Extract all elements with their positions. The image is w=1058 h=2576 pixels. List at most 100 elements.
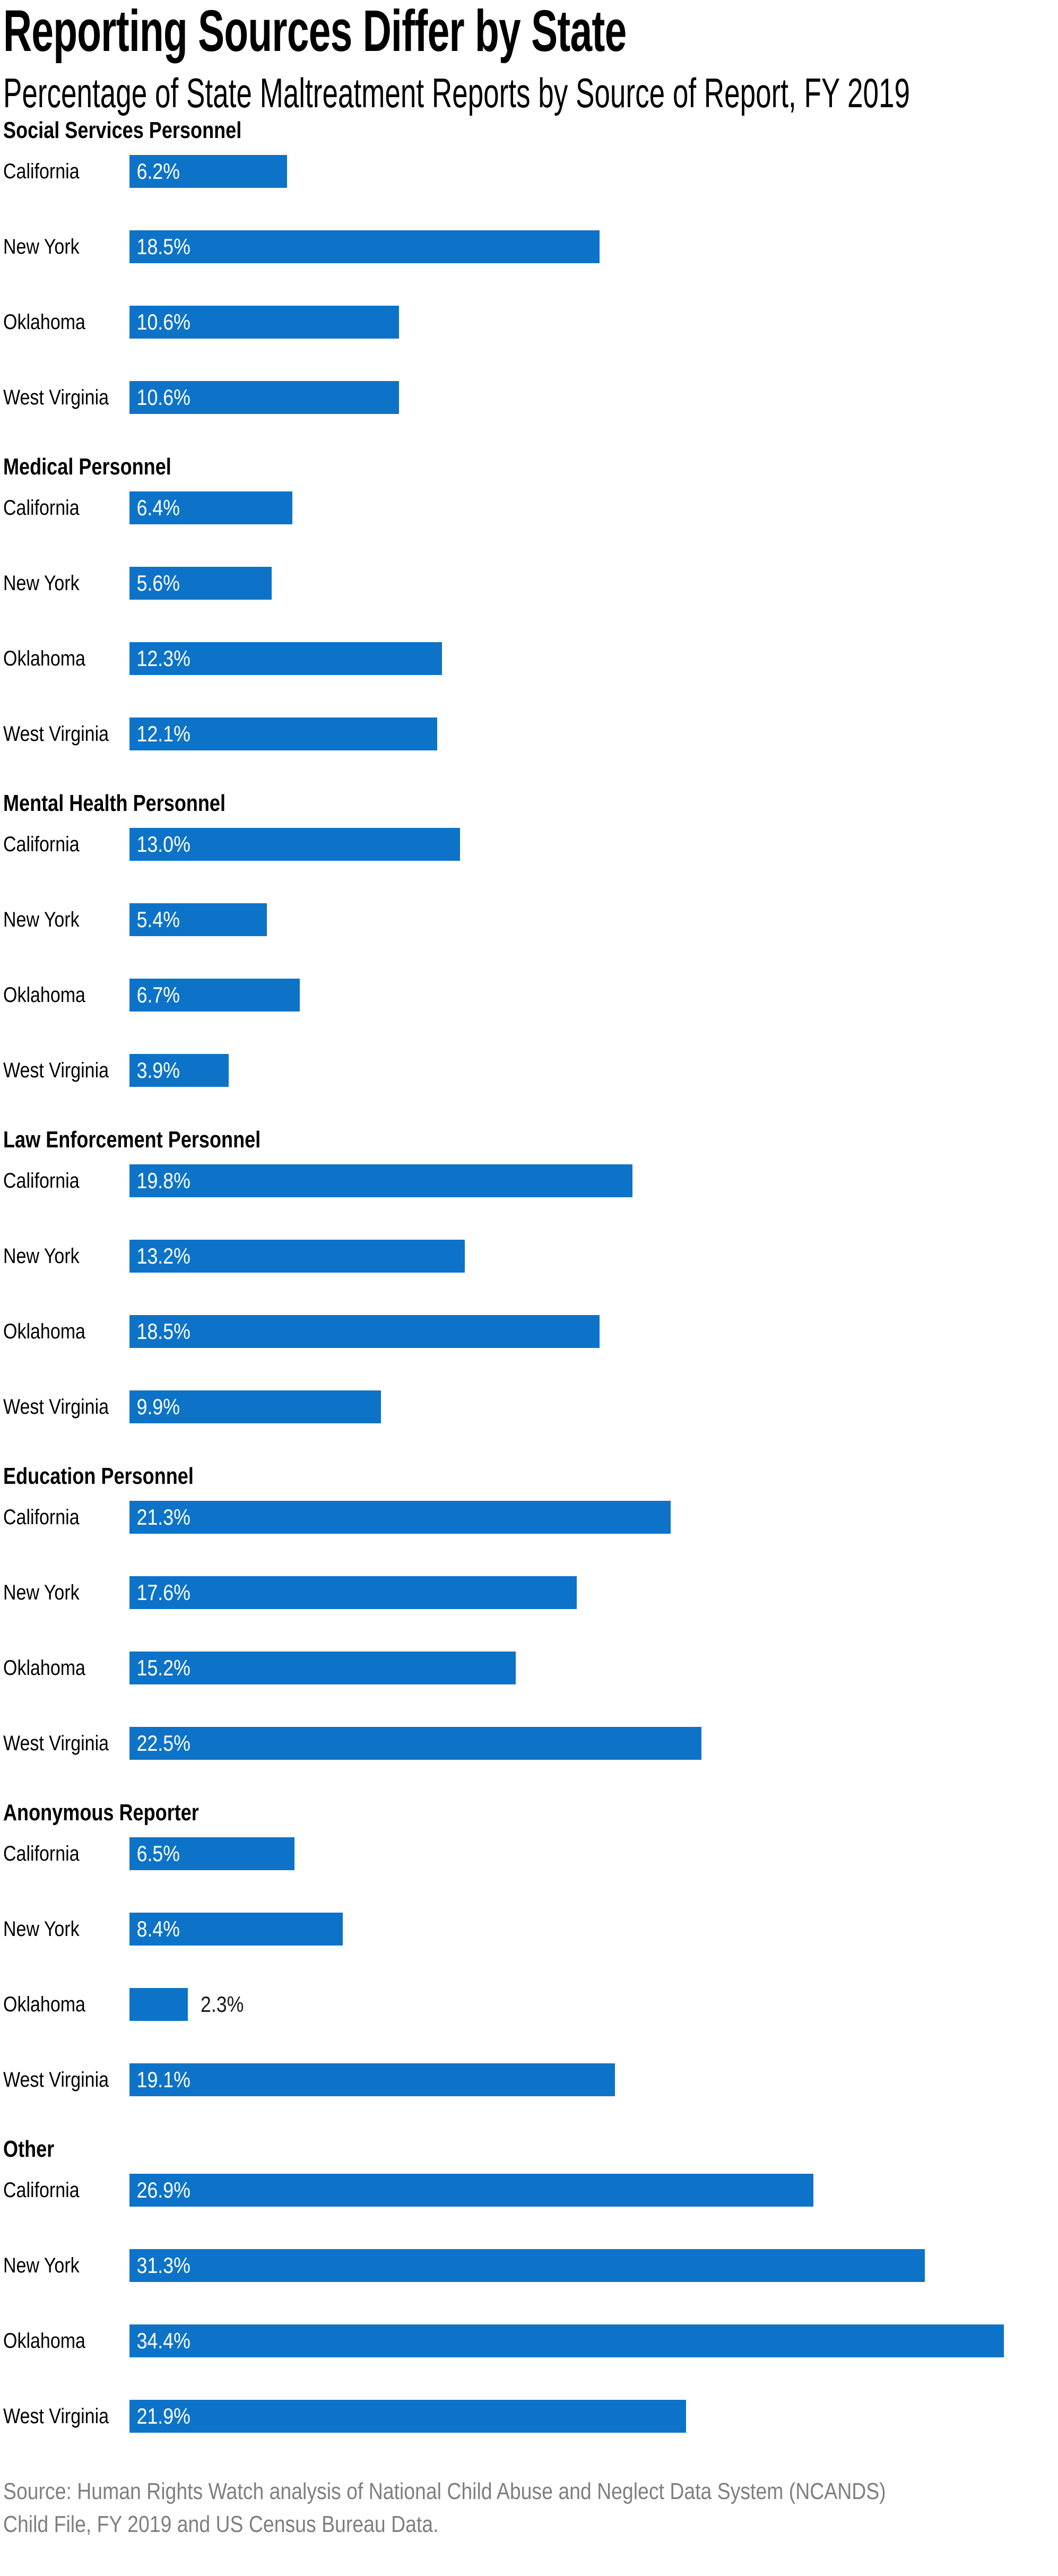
- value-label: 12.1%: [136, 721, 190, 746]
- bar-row: California 13.0%: [0, 828, 460, 861]
- bar: 10.6%: [129, 381, 399, 414]
- bar: 22.5%: [129, 1727, 701, 1760]
- state-label: Oklahoma: [0, 1315, 129, 1348]
- state-label-text: New York: [3, 1917, 80, 1941]
- bar: 3.9%: [129, 1054, 229, 1087]
- bar: 8.4%: [129, 1913, 343, 1946]
- chart-subtitle: Percentage of State Maltreatment Reports…: [3, 70, 1058, 116]
- bar-row: California 6.5%: [0, 1837, 294, 1870]
- group-header-text: Mental Health Personnel: [3, 790, 226, 816]
- value-label: 6.7%: [136, 982, 180, 1007]
- state-label-text: New York: [3, 1244, 80, 1268]
- state-label: Oklahoma: [0, 1652, 129, 1684]
- state-label: New York: [0, 567, 129, 600]
- state-label: California: [0, 2174, 129, 2207]
- chart-subtitle-text: Percentage of State Maltreatment Reports…: [3, 70, 910, 116]
- bar: 17.6%: [129, 1576, 577, 1609]
- bar: 5.4%: [129, 903, 267, 936]
- bar-row: California 26.9%: [0, 2174, 813, 2207]
- state-label: California: [0, 1501, 129, 1534]
- bar-row: Oklahoma 12.3%: [0, 642, 442, 675]
- state-label-text: Oklahoma: [3, 1320, 85, 1343]
- state-label-text: Oklahoma: [3, 2329, 85, 2353]
- group-header-text: Medical Personnel: [3, 454, 171, 480]
- state-label-text: Oklahoma: [3, 1656, 85, 1680]
- bar: 34.4%: [129, 2324, 1004, 2357]
- bar-row: California 19.8%: [0, 1164, 632, 1197]
- bar-row: California 21.3%: [0, 1501, 671, 1534]
- value-label: 8.4%: [136, 1916, 180, 1941]
- bar-row: Oklahoma 18.5%: [0, 1315, 600, 1348]
- state-label: Oklahoma: [0, 2324, 129, 2357]
- group-header: Medical Personnel: [3, 453, 208, 481]
- group-header: Mental Health Personnel: [3, 790, 274, 817]
- bar-row: New York 31.3%: [0, 2249, 925, 2282]
- bar-row: New York 8.4%: [0, 1913, 343, 1946]
- bar-row: New York 5.4%: [0, 903, 267, 936]
- state-label: New York: [0, 1240, 129, 1273]
- bar: 21.9%: [129, 2400, 686, 2433]
- state-label-text: West Virginia: [3, 2405, 109, 2428]
- value-label: 19.1%: [136, 2067, 190, 2092]
- value-label: 10.6%: [136, 385, 190, 410]
- bar-row: Oklahoma 2.3%: [0, 1988, 252, 2021]
- state-label: California: [0, 155, 129, 188]
- state-label: West Virginia: [0, 1054, 129, 1087]
- bar: 6.4%: [129, 491, 292, 524]
- state-label: West Virginia: [0, 2400, 129, 2433]
- bar-row: New York 5.6%: [0, 567, 272, 600]
- bar: 26.9%: [129, 2174, 813, 2207]
- source-line-2: Child File, FY 2019 and US Census Bureau…: [3, 2511, 439, 2537]
- state-label: Oklahoma: [0, 1988, 129, 2021]
- group-header: Law Enforcement Personnel: [3, 1126, 317, 1154]
- bar: 15.2%: [129, 1652, 516, 1684]
- state-label-text: West Virginia: [3, 1732, 109, 1755]
- state-label-text: New York: [3, 908, 80, 931]
- bar: 13.0%: [129, 828, 460, 861]
- value-label: 17.6%: [136, 1580, 190, 1605]
- state-label-text: West Virginia: [3, 1395, 109, 1419]
- bar: 19.8%: [129, 1164, 632, 1197]
- bar: 6.5%: [129, 1837, 294, 1870]
- value-label: 31.3%: [136, 2253, 190, 2278]
- value-label: 6.5%: [136, 1841, 180, 1866]
- state-label-text: Oklahoma: [3, 647, 85, 670]
- bar-row: West Virginia 22.5%: [0, 1727, 701, 1760]
- state-label-text: Oklahoma: [3, 983, 85, 1007]
- state-label: West Virginia: [0, 381, 129, 414]
- bar: 10.6%: [129, 306, 399, 339]
- value-label: 21.9%: [136, 2404, 190, 2428]
- bar: 21.3%: [129, 1501, 671, 1534]
- value-label: 5.4%: [136, 907, 180, 932]
- group-header: Anonymous Reporter: [3, 1799, 242, 1827]
- group-header: Education Personnel: [3, 1463, 236, 1490]
- group-header-text: Anonymous Reporter: [3, 1800, 199, 1826]
- value-label: 21.3%: [136, 1505, 190, 1529]
- bar: 6.7%: [129, 979, 300, 1012]
- value-label: 22.5%: [136, 1731, 190, 1756]
- value-label: 18.5%: [136, 1319, 190, 1344]
- value-label: 15.2%: [136, 1655, 190, 1680]
- bar: 9.9%: [129, 1390, 381, 1423]
- state-label-text: West Virginia: [3, 386, 109, 409]
- state-label: Oklahoma: [0, 306, 129, 339]
- bar-row: West Virginia 9.9%: [0, 1390, 381, 1423]
- state-label: New York: [0, 1913, 129, 1946]
- bar: 5.6%: [129, 567, 272, 600]
- bar: 12.3%: [129, 642, 442, 675]
- bar: [129, 1988, 188, 2021]
- value-label: 6.2%: [136, 159, 180, 184]
- value-label: 19.8%: [136, 1168, 190, 1193]
- bar-row: California 6.2%: [0, 155, 287, 188]
- state-label-text: West Virginia: [3, 722, 109, 746]
- bar-row: Oklahoma 15.2%: [0, 1652, 516, 1684]
- state-label: Oklahoma: [0, 979, 129, 1012]
- state-label-text: California: [3, 1169, 80, 1192]
- state-label-text: Oklahoma: [3, 1993, 85, 2016]
- state-label: California: [0, 491, 129, 524]
- bar: 18.5%: [129, 230, 600, 263]
- group-header-text: Social Services Personnel: [3, 117, 242, 143]
- group-header-text: Other: [3, 2136, 55, 2162]
- bar: 19.1%: [129, 2063, 615, 2096]
